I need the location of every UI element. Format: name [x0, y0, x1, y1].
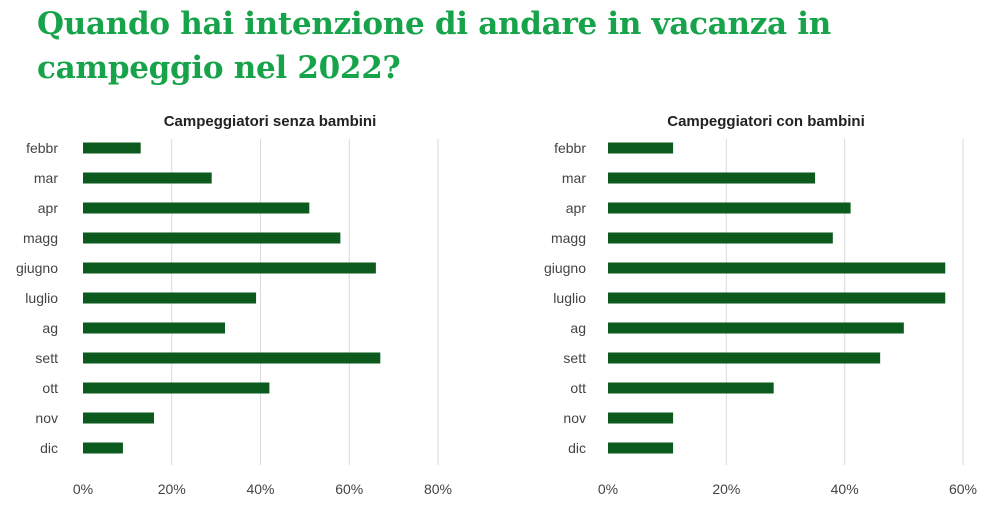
chart1-bar-nov [83, 412, 154, 424]
chart1-tick-label: 40% [246, 481, 274, 497]
chart2-bar-nov [608, 412, 674, 424]
chart2-category-label: dic [568, 440, 586, 456]
chart2-category-label: magg [551, 230, 586, 246]
chart1: Campeggiatori senza bambini 0% 20% 40% 60% 80… [16, 113, 452, 497]
chart2-bar-ag [608, 322, 904, 334]
chart1-bar-ott [83, 382, 270, 394]
chart1-bar-luglio [83, 292, 257, 304]
chart2-bar-luglio [608, 292, 946, 304]
chart2-category-label: febbr [554, 140, 586, 156]
chart1-category-label: luglio [25, 290, 58, 306]
chart1-bar-sett [83, 352, 381, 364]
chart2-bar-dic [608, 442, 674, 454]
chart1-category-label: giugno [16, 260, 58, 276]
chart1-bar-apr [83, 202, 310, 214]
chart2-bar-giugno [608, 262, 946, 274]
chart2-tick-label: 40% [831, 481, 859, 497]
page-title: Quando hai intenzione di andare in vacan… [37, 6, 831, 86]
chart2-tick-label: 20% [712, 481, 740, 497]
chart1-category-label: dic [40, 440, 58, 456]
chart1-category-label: ott [42, 380, 58, 396]
chart2-category-label: giugno [544, 260, 586, 276]
chart2-bar-apr [608, 202, 851, 214]
chart1-bar-mar [83, 172, 212, 184]
chart1-category-label: mar [34, 170, 58, 186]
chart1-category-label: ag [42, 320, 58, 336]
chart2-bar-febbr [608, 142, 674, 154]
chart2-tick-label: 0% [598, 481, 618, 497]
chart1-tick-label: 0% [73, 481, 93, 497]
chart1-title: Campeggiatori senza bambini [164, 113, 377, 130]
chart2-category-label: ag [570, 320, 586, 336]
chart1-category-label: magg [23, 230, 58, 246]
chart2-bar-sett [608, 352, 881, 364]
chart1-bar-dic [83, 442, 123, 454]
chart1-bar-magg [83, 232, 341, 244]
chart1-category-label: nov [35, 410, 58, 426]
chart2-bar-magg [608, 232, 833, 244]
chart2-category-label: sett [563, 350, 586, 366]
chart2-tick-label: 60% [949, 481, 977, 497]
chart2-category-label: mar [562, 170, 586, 186]
chart1-tick-label: 60% [335, 481, 363, 497]
chart2: Campeggiatori con bambini 0% 20% 40% 60% febb… [544, 113, 977, 497]
chart1-category-label: apr [38, 200, 59, 216]
chart2-category-label: luglio [553, 290, 586, 306]
chart1-category-label: sett [35, 350, 58, 366]
chart1-category-label: febbr [26, 140, 58, 156]
chart2-title: Campeggiatori con bambini [667, 113, 865, 130]
chart1-bar-febbr [83, 142, 141, 154]
chart1-bar-giugno [83, 262, 376, 274]
chart2-category-label: ott [570, 380, 586, 396]
chart2-category-label: nov [563, 410, 586, 426]
chart2-category-label: apr [566, 200, 587, 216]
chart2-bar-ott [608, 382, 774, 394]
chart2-bar-mar [608, 172, 816, 184]
chart1-bar-ag [83, 322, 225, 334]
chart1-tick-label: 20% [158, 481, 186, 497]
chart1-tick-label: 80% [424, 481, 452, 497]
